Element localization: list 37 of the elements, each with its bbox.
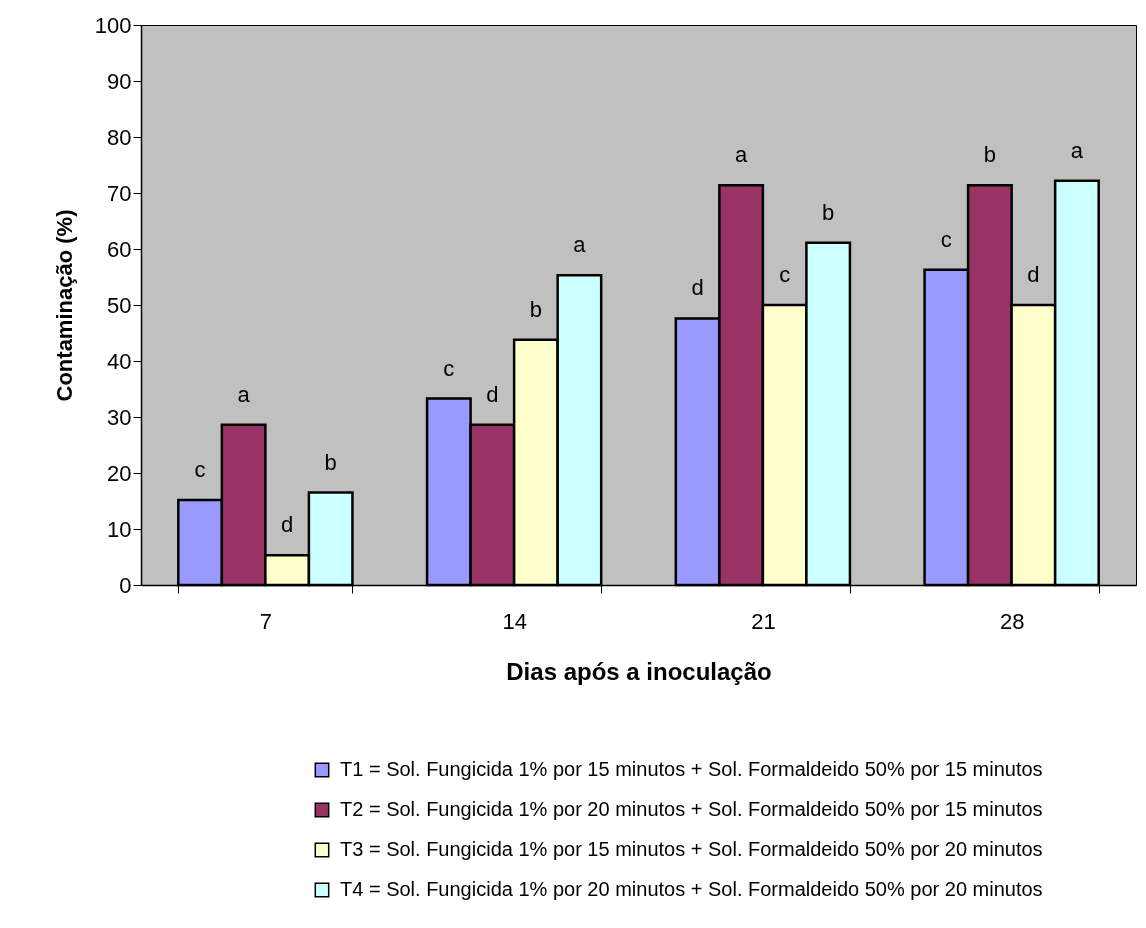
data-label: c <box>443 355 455 381</box>
y-tick-label: 50 <box>107 292 132 318</box>
y-tick-label: 70 <box>107 180 132 206</box>
y-tick-label: 100 <box>94 12 132 38</box>
data-label: d <box>281 512 294 538</box>
legend-label: T4 = Sol. Fungicida 1% por 20 minutos + Sol. Formaldeido 50% por 20 minutos <box>340 878 1043 900</box>
y-tick-label: 0 <box>119 572 132 598</box>
data-label: b <box>529 296 543 322</box>
legend-label: T3 = Sol. Fungicida 1% por 15 minutos + Sol. Formaldeido 50% por 20 minutos <box>340 838 1043 860</box>
data-label: c <box>194 456 206 482</box>
data-label: b <box>983 142 996 168</box>
data-label: a <box>734 142 748 168</box>
data-label: b <box>324 449 337 475</box>
data-label: c <box>940 226 952 252</box>
x-axis-title: Dias após a inoculação <box>506 657 772 685</box>
data-label: d <box>486 381 499 407</box>
y-tick-label: 20 <box>107 460 132 486</box>
y-tick-label: 40 <box>107 348 132 374</box>
data-label: a <box>573 232 587 258</box>
data-label: d <box>1027 262 1040 287</box>
y-tick-label: 10 <box>107 516 132 542</box>
data-label: a <box>237 381 251 407</box>
data-label: c <box>779 262 791 287</box>
y-tick-label: 90 <box>107 68 132 94</box>
data-label: a <box>1070 137 1084 163</box>
x-tick-label: 7 <box>259 608 272 634</box>
data-label: b <box>822 199 835 225</box>
y-tick-label: 80 <box>107 124 132 150</box>
legend-label: T2 = Sol. Fungicida 1% por 20 minutos + Sol. Formaldeido 50% por 15 minutos <box>340 798 1043 820</box>
x-tick-label: 21 <box>751 608 776 634</box>
y-axis-title: Contaminação (%) <box>51 209 77 402</box>
legend-label: T1 = Sol. Fungicida 1% por 15 minutos + Sol. Formaldeido 50% por 15 minutos <box>340 758 1043 780</box>
y-tick-label: 60 <box>107 236 132 262</box>
x-tick-label: 28 <box>999 608 1025 634</box>
x-tick-label: 14 <box>502 608 527 634</box>
data-label: d <box>691 275 704 301</box>
y-tick-label: 30 <box>107 404 132 430</box>
